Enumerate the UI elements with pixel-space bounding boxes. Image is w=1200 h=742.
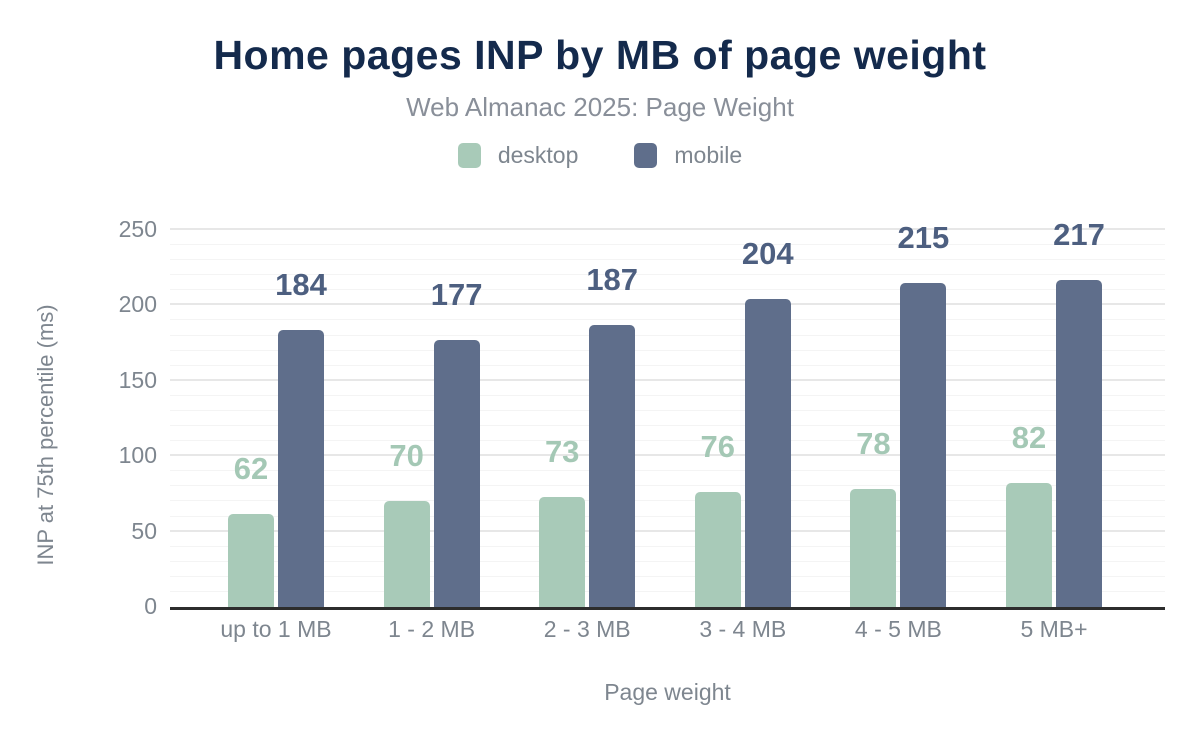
bar-mobile-1[interactable]: [433, 340, 480, 607]
y-tick-label: 0: [144, 592, 157, 619]
bar-mobile-2[interactable]: [589, 325, 636, 607]
gridline-minor: [170, 515, 1165, 517]
gridline-minor: [170, 244, 1165, 246]
x-tick-label: 2 - 3 MB: [543, 616, 631, 642]
gridline-major: [170, 303, 1165, 306]
bar-desktop-0[interactable]: [228, 513, 274, 607]
chart-subtitle: Web Almanac 2025: Page Weight: [406, 92, 794, 122]
gridline-minor: [170, 334, 1165, 336]
legend-item-desktop[interactable]: desktop: [457, 142, 579, 169]
x-axis-title: Page weight: [604, 679, 731, 705]
value-label-mobile-5: 217: [1053, 216, 1105, 252]
legend-label: mobile: [674, 142, 743, 168]
value-label-desktop-5: 82: [1011, 420, 1047, 456]
bar-desktop-1[interactable]: [383, 501, 430, 607]
gridline-minor: [170, 500, 1165, 502]
value-label-mobile-0: 184: [275, 266, 327, 302]
y-axis-title: INP at 75th percentile (ms): [33, 304, 58, 566]
legend-swatch-desktop: [457, 143, 481, 168]
gridline-minor: [170, 289, 1165, 291]
gridline-minor: [170, 425, 1165, 427]
bar-mobile-4[interactable]: [900, 282, 947, 607]
value-label-desktop-1: 70: [389, 438, 424, 474]
legend-label: desktop: [497, 142, 579, 168]
gridline-minor: [170, 274, 1165, 276]
gridline-minor: [170, 319, 1165, 321]
legend: desktop mobile: [0, 142, 1200, 169]
chart-title: Home pages INP by MB of page weight: [213, 32, 987, 78]
legend-item-mobile[interactable]: mobile: [634, 142, 742, 169]
value-label-mobile-2: 187: [586, 262, 639, 298]
gridline-minor: [170, 259, 1165, 261]
gridline-minor: [170, 590, 1165, 592]
y-tick-label: 250: [118, 215, 157, 242]
bar-mobile-0[interactable]: [278, 329, 324, 607]
x-tick-label: 1 - 2 MB: [388, 616, 476, 642]
gridline-minor: [170, 545, 1165, 547]
value-label-mobile-1: 177: [430, 277, 483, 313]
gridline-minor: [170, 364, 1165, 366]
x-tick-label: 3 - 4 MB: [699, 616, 787, 642]
gridline-minor: [170, 394, 1165, 396]
gridline-major: [170, 228, 1165, 230]
y-tick-label: 200: [118, 291, 157, 318]
value-label-desktop-2: 73: [544, 433, 580, 469]
bar-mobile-3[interactable]: [744, 299, 791, 607]
value-label-desktop-0: 62: [233, 450, 269, 486]
bar-desktop-2[interactable]: [539, 496, 586, 607]
value-label-desktop-4: 78: [856, 426, 891, 462]
x-tick-label: up to 1 MB: [220, 616, 332, 642]
gridline-minor: [170, 409, 1165, 411]
value-label-mobile-3: 204: [741, 236, 794, 272]
x-tick-label: 4 - 5 MB: [854, 616, 942, 642]
gridline-minor: [170, 440, 1165, 442]
plot-area: 62 184 70 177 73 187 76 204 78 215 82 217: [170, 219, 1165, 610]
gridline-major: [170, 378, 1165, 381]
x-tick-label: 5 MB+: [1020, 616, 1088, 642]
bar-desktop-4[interactable]: [850, 489, 897, 607]
gridline-minor: [170, 575, 1165, 577]
gridline-major: [170, 529, 1165, 532]
gridline-minor: [170, 485, 1165, 487]
gridline-minor: [170, 560, 1165, 562]
value-label-desktop-3: 76: [700, 429, 736, 465]
gridline-major: [170, 454, 1165, 457]
bar-desktop-5[interactable]: [1006, 483, 1052, 607]
y-tick-label: 50: [131, 517, 157, 544]
y-tick-label: 150: [118, 366, 157, 393]
bar-desktop-3[interactable]: [694, 492, 741, 607]
bar-mobile-5[interactable]: [1056, 279, 1102, 607]
value-label-mobile-4: 215: [897, 219, 950, 255]
gridline-minor: [170, 470, 1165, 472]
legend-swatch-mobile: [634, 143, 658, 168]
y-tick-label: 100: [118, 442, 157, 469]
gridline-minor: [170, 349, 1165, 351]
